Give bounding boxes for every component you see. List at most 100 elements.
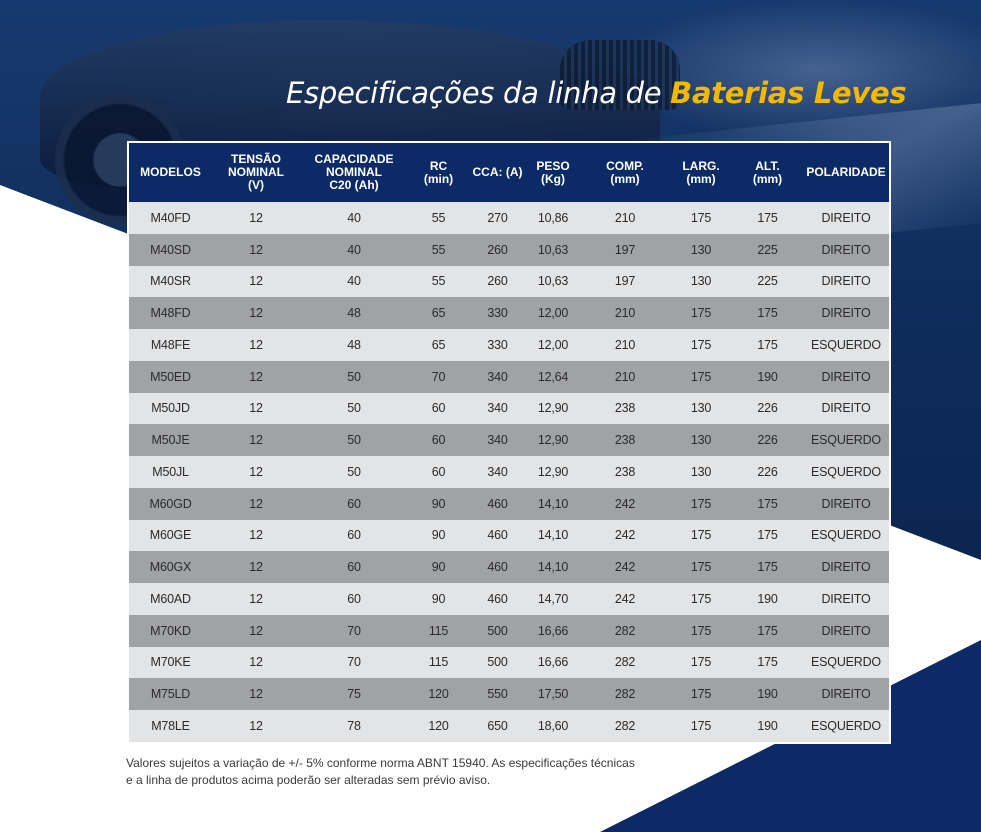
table-cell: 40 — [300, 202, 408, 234]
table-cell: 14,70 — [526, 583, 580, 615]
table-cell: 130 — [670, 424, 732, 456]
table-cell: 12,90 — [526, 424, 580, 456]
table-cell: 10,86 — [526, 202, 580, 234]
table-cell: DIREITO — [803, 392, 889, 425]
table-cell: 175 — [732, 297, 803, 329]
footnote: Valores sujeitos a variação de +/- 5% co… — [126, 755, 646, 789]
table-cell: 242 — [580, 551, 670, 583]
table-cell: M60GE — [129, 519, 212, 552]
table-cell: 282 — [580, 710, 670, 742]
column-header: CCA: (A) — [469, 143, 526, 202]
table-cell: ESQUERDO — [803, 329, 889, 361]
table-cell: 330 — [469, 297, 526, 329]
table-cell: 12 — [212, 392, 300, 425]
table-cell: DIREITO — [803, 583, 889, 615]
table-cell: 40 — [300, 233, 408, 266]
table-cell: 460 — [469, 583, 526, 615]
table-cell: 14,10 — [526, 487, 580, 520]
table-row: M50JD 12 50 60 340 12,90 238 130 226 DIREITO — [129, 392, 889, 425]
table-cell: 12,00 — [526, 329, 580, 361]
table-cell: 238 — [580, 456, 670, 488]
table-cell: 175 — [732, 519, 803, 552]
table-cell: M50JL — [129, 456, 212, 488]
column-header: PESO (Kg) — [526, 143, 580, 202]
table-cell: 14,10 — [526, 551, 580, 583]
table-cell: M40FD — [129, 202, 212, 234]
footnote-line-1: Valores sujeitos a variação de +/- 5% co… — [126, 756, 635, 770]
table-cell: DIREITO — [803, 265, 889, 298]
table-cell: 12 — [212, 456, 300, 488]
table-cell: 12 — [212, 614, 300, 647]
table-cell: 190 — [732, 710, 803, 742]
table-cell: 60 — [408, 456, 469, 488]
table-cell: 175 — [670, 297, 732, 329]
table-cell: 175 — [670, 710, 732, 742]
table-cell: 210 — [580, 329, 670, 361]
table-cell: 12 — [212, 710, 300, 742]
table-cell: 460 — [469, 519, 526, 552]
table-cell: 210 — [580, 297, 670, 329]
table-cell: 115 — [408, 614, 469, 647]
table-cell: 50 — [300, 424, 408, 456]
table-cell: M40SD — [129, 233, 212, 266]
table-cell: 460 — [469, 487, 526, 520]
table-cell: 175 — [670, 360, 732, 393]
table-cell: 65 — [408, 329, 469, 361]
table-row: M48FE 12 48 65 330 12,00 210 175 175 ESQUERDO — [129, 329, 889, 361]
table-cell: 175 — [670, 551, 732, 583]
table-cell: 12,00 — [526, 297, 580, 329]
table-cell: 12 — [212, 551, 300, 583]
table-cell: 75 — [300, 678, 408, 710]
table-cell: 130 — [670, 265, 732, 298]
table-cell: 282 — [580, 614, 670, 647]
table-row: M75LD 12 75 120 550 17,50 282 175 190 DIREITO — [129, 678, 889, 710]
table-cell: M70KE — [129, 646, 212, 679]
table-cell: 50 — [300, 456, 408, 488]
title-highlight: Baterias Leves — [670, 76, 907, 110]
column-header: MODELOS — [129, 143, 212, 202]
table-cell: 12,90 — [526, 392, 580, 425]
column-header: TENSÃO NOMINAL (V) — [212, 143, 300, 202]
page-title: Especificações da linha de Baterias Leve… — [286, 76, 907, 110]
table-cell: 17,50 — [526, 678, 580, 710]
table-cell: 120 — [408, 710, 469, 742]
table-row: M60GD 12 60 90 460 14,10 242 175 175 DIREITO — [129, 487, 889, 520]
table-cell: 48 — [300, 329, 408, 361]
table-cell: 175 — [732, 646, 803, 679]
table-cell: 12,90 — [526, 456, 580, 488]
table-cell: 197 — [580, 233, 670, 266]
table-cell: 40 — [300, 265, 408, 298]
table-cell: M48FE — [129, 329, 212, 361]
table-cell: 340 — [469, 424, 526, 456]
table-cell: 330 — [469, 329, 526, 361]
table-cell: 60 — [300, 519, 408, 552]
table-cell: 55 — [408, 202, 469, 234]
table-header-row: MODELOS TENSÃO NOMINAL (V) CAPACIDADE NOMIN… — [129, 143, 889, 202]
table-cell: 550 — [469, 678, 526, 710]
table-cell: 10,63 — [526, 233, 580, 266]
table-cell: 282 — [580, 646, 670, 679]
table-cell: 175 — [670, 329, 732, 361]
table-cell: DIREITO — [803, 360, 889, 393]
table-cell: 10,63 — [526, 265, 580, 298]
table-cell: 70 — [408, 360, 469, 393]
table-cell: M60GX — [129, 551, 212, 583]
table-cell: DIREITO — [803, 678, 889, 710]
table-cell: 226 — [732, 456, 803, 488]
table-cell: 55 — [408, 233, 469, 266]
table-cell: 60 — [300, 487, 408, 520]
table-cell: 60 — [408, 392, 469, 425]
table-cell: 12 — [212, 233, 300, 266]
table-cell: 48 — [300, 297, 408, 329]
table-cell: 16,66 — [526, 614, 580, 647]
table-row: M40SD 12 40 55 260 10,63 197 130 225 DIREITO — [129, 233, 889, 266]
table-cell: 12 — [212, 360, 300, 393]
table-cell: ESQUERDO — [803, 456, 889, 488]
table-cell: 18,60 — [526, 710, 580, 742]
table-cell: 260 — [469, 265, 526, 298]
table-cell: 340 — [469, 456, 526, 488]
table-row: M40SR 12 40 55 260 10,63 197 130 225 DIREITO — [129, 265, 889, 298]
table-cell: M50ED — [129, 360, 212, 393]
column-header: POLARIDADE — [803, 143, 889, 202]
table-cell: 175 — [732, 202, 803, 234]
